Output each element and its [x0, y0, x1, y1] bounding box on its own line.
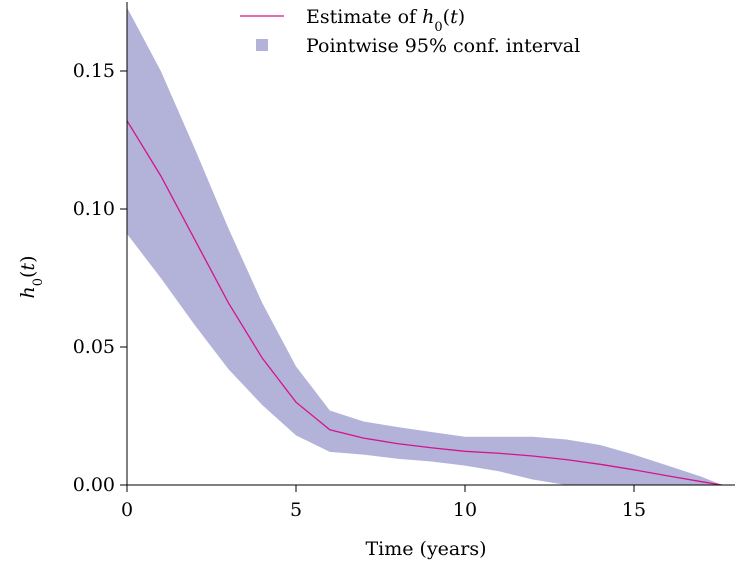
x-tick-label: 5: [290, 499, 302, 521]
legend-estimate-sub: 0: [434, 20, 442, 35]
y-tick-label: 0.15: [73, 60, 115, 82]
x-tick-label: 0: [121, 499, 133, 521]
estimate-line-layer: [126, 120, 722, 486]
legend-estimate-base: h: [422, 6, 434, 28]
x-axis-ticks: 0 5 10 15: [121, 485, 646, 521]
y-label-base: h: [17, 286, 39, 298]
legend-estimate-label: Estimate of h0(t): [306, 6, 465, 35]
confidence-band-layer: [127, 7, 722, 486]
legend-interval-swatch: [256, 39, 268, 51]
legend-interval-label: Pointwise 95% conf. interval: [306, 35, 580, 57]
x-tick-label: 10: [453, 499, 477, 521]
x-axis-label: Time (years): [365, 538, 486, 560]
y-tick-label: 0.00: [73, 474, 115, 496]
y-label-sub: 0: [31, 278, 46, 286]
confidence-band: [127, 7, 722, 486]
y-label-arg: (t): [17, 255, 39, 277]
y-tick-label: 0.05: [73, 336, 115, 358]
legend-estimate-prefix: Estimate of: [306, 6, 422, 28]
y-axis-ticks: 0.00 0.05 0.10 0.15: [73, 60, 127, 496]
legend: Estimate of h0(t) Pointwise 95% conf. in…: [240, 6, 580, 57]
estimate-line: [126, 120, 722, 486]
y-tick-label: 0.10: [73, 198, 115, 220]
x-tick-label: 15: [622, 499, 646, 521]
y-axis-label: h0(t): [17, 255, 46, 298]
